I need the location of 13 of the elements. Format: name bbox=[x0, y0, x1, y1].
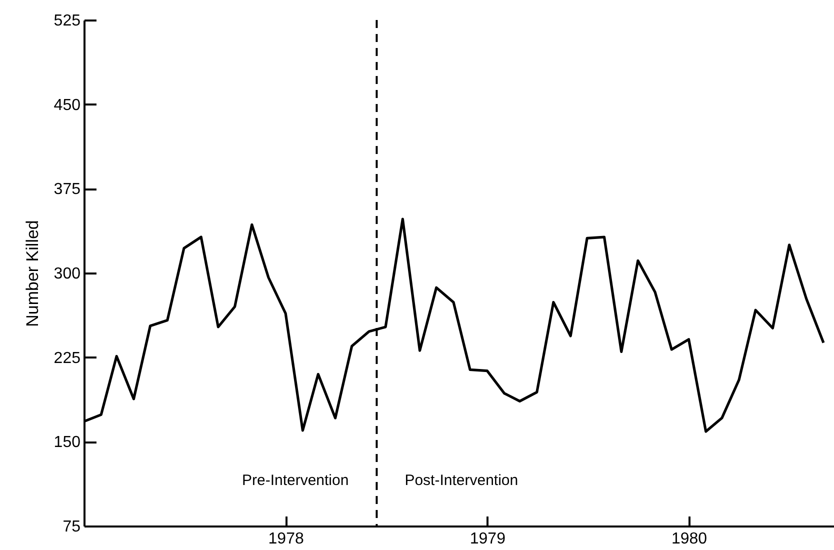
x-tick-label: 1978 bbox=[268, 530, 304, 548]
annotation: Post-Intervention bbox=[404, 472, 518, 489]
y-tick-label: 450 bbox=[54, 96, 81, 114]
y-tick-label: 525 bbox=[54, 12, 81, 30]
y-tick-label: 225 bbox=[54, 350, 81, 367]
y-tick-label: 75 bbox=[62, 518, 81, 536]
y-tick-label: 300 bbox=[54, 266, 81, 282]
y-tick-label: 375 bbox=[54, 181, 81, 198]
annotation: Pre-Intervention bbox=[242, 472, 349, 489]
x-tick-label: 1979 bbox=[470, 530, 506, 548]
y-axis-title: Number Killed bbox=[22, 220, 42, 327]
y-tick-label: 150 bbox=[54, 434, 81, 452]
x-tick-label: 1980 bbox=[671, 530, 708, 548]
